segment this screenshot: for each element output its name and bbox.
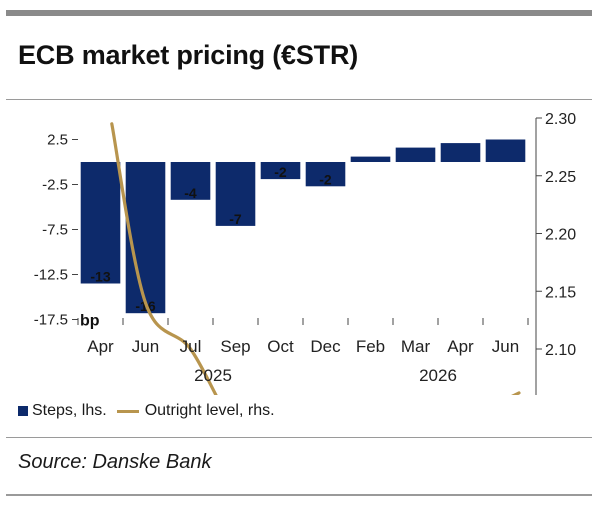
bar-4	[260, 162, 301, 180]
x-label-2: Jul	[180, 337, 202, 356]
left-tick-label-1: -2.5	[42, 177, 68, 194]
bar-3	[215, 162, 256, 226]
x-label-3: Sep	[220, 337, 250, 356]
axes-layer: 2.5 -2.5 -7.5 -12.5 -17.5 bp 2.30 2.25 2.20 2.15 2…	[34, 111, 576, 395]
bar-6	[350, 156, 391, 162]
bar-0	[80, 162, 121, 284]
bar-5	[305, 162, 346, 187]
legend-bars-label: Steps, lhs.	[32, 402, 107, 419]
right-tick-label-0: 2.30	[545, 111, 576, 128]
legend: Steps, lhs. Outright level, rhs.	[18, 402, 275, 420]
bar-2	[170, 162, 211, 200]
x-label-6: Feb	[356, 337, 385, 356]
legend-line-label: Outright level, rhs.	[144, 402, 275, 419]
year-label-0: 2025	[194, 366, 232, 385]
bars-layer: -13-16-4-7-2 -2	[80, 139, 526, 314]
legend-bar-swatch	[18, 406, 28, 416]
title-divider	[6, 99, 592, 100]
left-axis-unit: bp	[80, 313, 100, 330]
x-label-0: Apr	[87, 337, 114, 356]
bar-label-4: -2	[274, 164, 287, 180]
right-tick-label-2: 2.20	[545, 227, 576, 244]
x-label-1: Jun	[132, 337, 159, 356]
right-tick-label-3: 2.15	[545, 284, 576, 301]
source-divider	[6, 437, 592, 438]
bar-label-3: -7	[229, 211, 242, 227]
bar-label-0: -13	[90, 269, 110, 285]
bar-8	[440, 143, 481, 162]
bar-7	[395, 147, 436, 162]
bar-label-2: -4	[184, 185, 197, 201]
x-label-4: Oct	[267, 337, 294, 356]
top-rule	[6, 10, 592, 16]
outright-level-line	[110, 122, 521, 395]
right-tick-label-4: 2.10	[545, 342, 576, 359]
x-label-9: Jun	[492, 337, 519, 356]
line-layer	[110, 122, 521, 395]
bottom-rule	[6, 494, 592, 496]
left-tick-label-4: -17.5	[34, 312, 68, 329]
x-label-5: Dec	[310, 337, 341, 356]
chart-area: -13-16-4-7-2 -2 2.5-2.5-7.5-12.5-17.5 bp2.…	[34, 111, 576, 395]
source-note: Source: Danske Bank	[18, 451, 212, 473]
chart-title: ECB market pricing (€STR)	[18, 40, 359, 70]
x-label-7: Mar	[401, 337, 431, 356]
year-label-1: 2026	[419, 366, 457, 385]
left-tick-label-3: -12.5	[34, 267, 68, 284]
right-tick-label-1: 2.25	[545, 169, 576, 186]
x-label-8: Apr	[447, 337, 474, 356]
legend-line-swatch	[116, 409, 139, 413]
bar-9	[485, 139, 526, 162]
left-tick-label-2: -7.5	[42, 222, 68, 239]
left-tick-label-0: 2.5	[47, 132, 68, 149]
bar-label-5: -2	[319, 171, 332, 187]
